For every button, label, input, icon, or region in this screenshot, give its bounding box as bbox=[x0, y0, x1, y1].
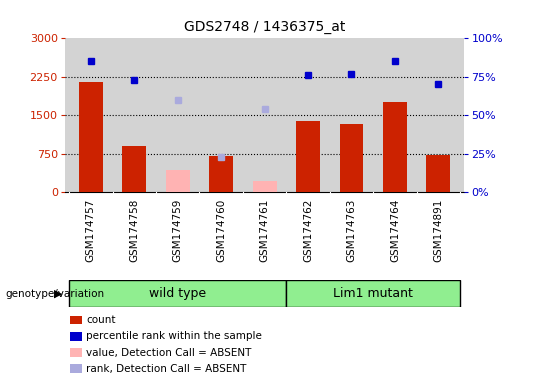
Bar bbox=[340, 124, 363, 192]
Bar bbox=[253, 181, 276, 192]
Text: value, Detection Call = ABSENT: value, Detection Call = ABSENT bbox=[86, 348, 252, 358]
Text: rank, Detection Call = ABSENT: rank, Detection Call = ABSENT bbox=[86, 364, 247, 374]
Text: genotype/variation: genotype/variation bbox=[5, 289, 105, 299]
Bar bbox=[296, 121, 320, 192]
Text: percentile rank within the sample: percentile rank within the sample bbox=[86, 331, 262, 341]
Text: GSM174757: GSM174757 bbox=[86, 199, 96, 262]
Text: GSM174891: GSM174891 bbox=[433, 199, 443, 262]
Text: GSM174759: GSM174759 bbox=[173, 199, 183, 262]
Text: wild type: wild type bbox=[149, 287, 206, 300]
Text: GDS2748 / 1436375_at: GDS2748 / 1436375_at bbox=[184, 20, 345, 34]
Bar bbox=[286, 280, 460, 307]
Bar bbox=[123, 146, 146, 192]
Text: GSM174764: GSM174764 bbox=[390, 199, 400, 262]
Bar bbox=[209, 156, 233, 192]
Bar bbox=[383, 103, 407, 192]
Text: GSM174762: GSM174762 bbox=[303, 199, 313, 262]
Text: GSM174760: GSM174760 bbox=[216, 199, 226, 262]
Text: GSM174763: GSM174763 bbox=[347, 199, 356, 262]
Text: GSM174761: GSM174761 bbox=[260, 199, 269, 262]
Bar bbox=[427, 155, 450, 192]
Bar bbox=[166, 170, 190, 192]
Text: ▶: ▶ bbox=[53, 289, 62, 299]
Bar bbox=[69, 280, 286, 307]
Text: Lim1 mutant: Lim1 mutant bbox=[333, 287, 413, 300]
Text: GSM174758: GSM174758 bbox=[129, 199, 139, 262]
Text: count: count bbox=[86, 315, 116, 325]
Bar bbox=[79, 82, 103, 192]
